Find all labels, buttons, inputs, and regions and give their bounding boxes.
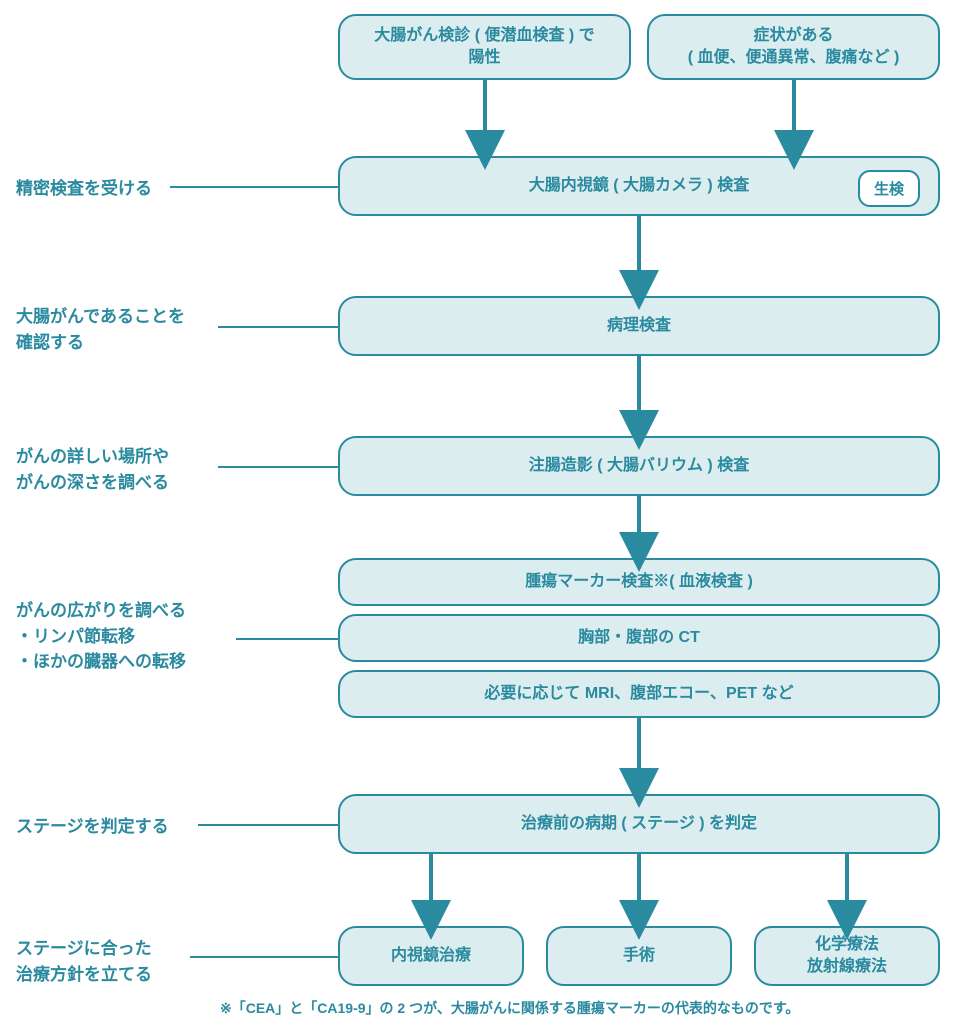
connector-l5 — [198, 824, 338, 826]
box-pathology: 病理検査 — [338, 296, 940, 356]
connector-l1 — [170, 186, 338, 188]
box-barium-enema: 注腸造影 ( 大腸バリウム ) 検査 — [338, 436, 940, 496]
box-mri-etc: 必要に応じて MRI、腹部エコー、PET など — [338, 670, 940, 718]
box-symptoms: 症状がある ( 血便、便通異常、腹痛など ) — [647, 14, 940, 80]
label-treatment-plan: ステージに合った 治療方針を立てる — [16, 936, 152, 987]
footnote-tumor-marker: ※「CEA」と「CA19-9」の 2 つが、大腸がんに関係する腫瘍マーカーの代表… — [220, 998, 799, 1018]
connector-l2 — [218, 326, 338, 328]
flowchart-container: 精密検査を受ける 大腸がんであることを 確認する がんの詳しい場所や がんの深さ… — [0, 0, 954, 1024]
box-staging: 治療前の病期 ( ステージ ) を判定 — [338, 794, 940, 854]
box-surgery: 手術 — [546, 926, 732, 986]
label-detailed-exam: 精密検査を受ける — [16, 176, 152, 202]
connector-l6 — [190, 956, 338, 958]
flow-arrows — [0, 0, 954, 1024]
box-chemo-radio: 化学療法 放射線療法 — [754, 926, 940, 986]
box-ct-scan: 胸部・腹部の CT — [338, 614, 940, 662]
box-screening-positive: 大腸がん検診 ( 便潜血検査 ) で 陽性 — [338, 14, 631, 80]
connector-l4 — [236, 638, 338, 640]
badge-biopsy: 生検 — [858, 170, 920, 207]
box-tumor-marker: 腫瘍マーカー検査※( 血液検査 ) — [338, 558, 940, 606]
label-investigate-spread: がんの広がりを調べる ・リンパ節転移 ・ほかの臓器への転移 — [16, 598, 186, 675]
label-confirm-cancer: 大腸がんであることを 確認する — [16, 304, 185, 355]
label-investigate-depth: がんの詳しい場所や がんの深さを調べる — [16, 444, 169, 495]
label-determine-stage: ステージを判定する — [16, 814, 169, 840]
connector-l3 — [218, 466, 338, 468]
box-colonoscopy: 大腸内視鏡 ( 大腸カメラ ) 検査 — [338, 156, 940, 216]
box-endoscopic-treatment: 内視鏡治療 — [338, 926, 524, 986]
